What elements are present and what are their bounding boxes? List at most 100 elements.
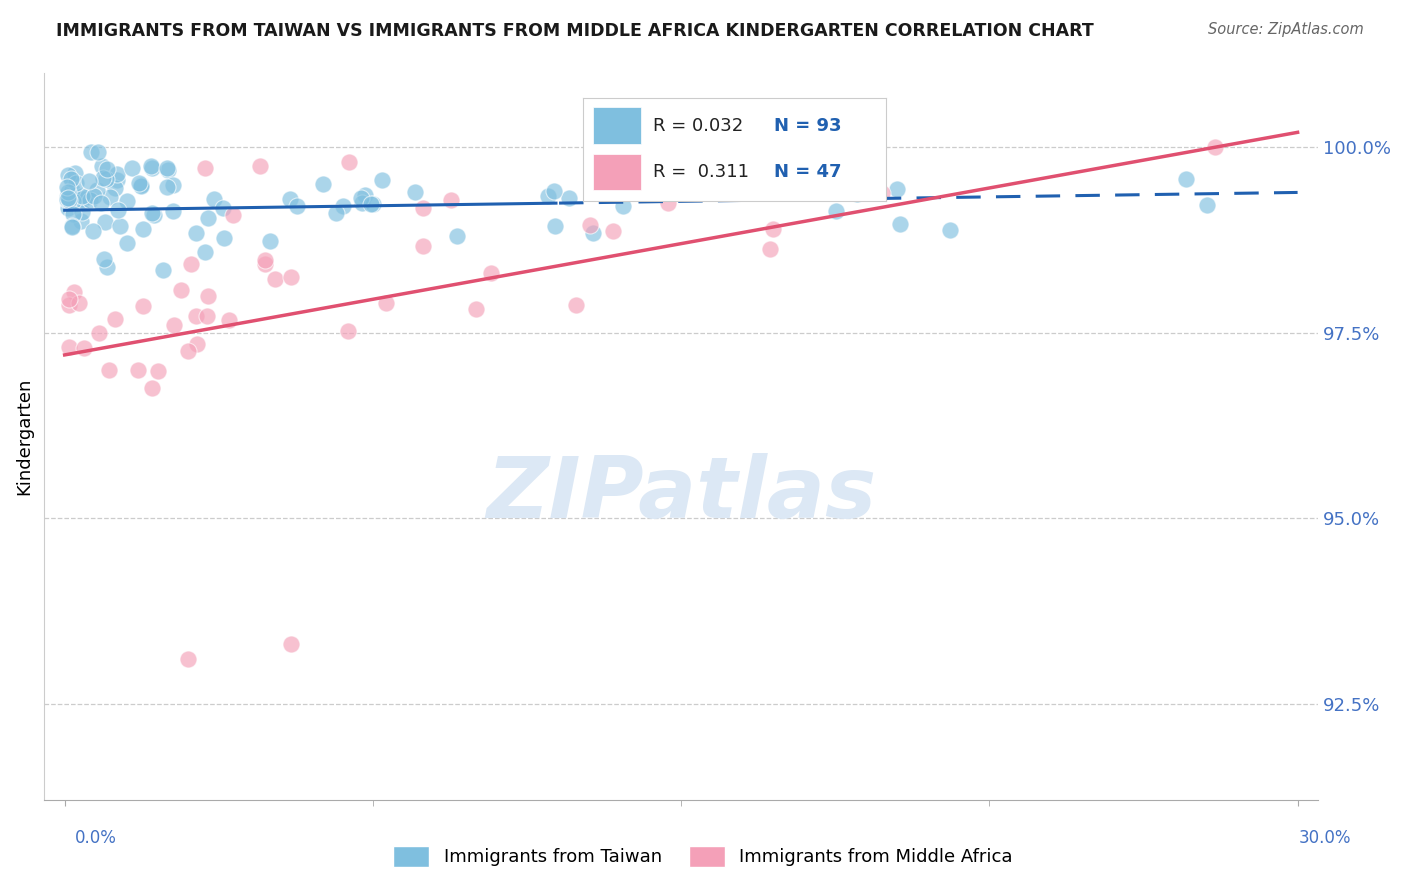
Point: [325, 206, 347, 220]
Point: [759, 243, 782, 257]
Text: R =  0.311: R = 0.311: [652, 163, 749, 181]
Point: [58, 298, 80, 312]
Point: [404, 185, 426, 199]
Y-axis label: Kindergarten: Kindergarten: [15, 378, 32, 495]
Point: [91, 159, 114, 173]
Point: [564, 298, 586, 312]
Point: [129, 178, 152, 192]
Point: [184, 226, 207, 240]
Point: [285, 199, 308, 213]
Point: [371, 173, 394, 187]
Point: [55, 190, 77, 204]
Point: [612, 199, 634, 213]
Point: [58, 292, 80, 306]
Point: [886, 182, 908, 196]
Point: [72, 341, 94, 355]
Point: [657, 196, 679, 211]
Point: [128, 176, 150, 190]
Text: N = 47: N = 47: [773, 163, 841, 181]
Point: [87, 145, 110, 160]
Point: [350, 196, 373, 211]
Point: [56, 202, 79, 216]
Point: [762, 222, 785, 236]
Point: [278, 193, 301, 207]
Point: [259, 234, 281, 248]
Point: [177, 652, 200, 666]
Text: 30.0%: 30.0%: [1298, 829, 1351, 847]
Point: [105, 167, 128, 181]
Point: [60, 220, 83, 235]
Point: [602, 224, 624, 238]
Point: [93, 171, 115, 186]
Point: [115, 235, 138, 250]
Point: [194, 161, 217, 176]
Point: [76, 190, 98, 204]
Point: [1195, 197, 1218, 211]
Point: [70, 214, 93, 228]
Point: [332, 198, 354, 212]
Point: [375, 296, 398, 310]
Point: [70, 189, 93, 203]
Point: [146, 364, 169, 378]
Point: [67, 296, 90, 310]
Point: [353, 188, 375, 202]
Point: [412, 201, 434, 215]
Point: [280, 637, 302, 651]
Point: [107, 202, 129, 217]
Point: [56, 192, 79, 206]
Point: [825, 204, 848, 219]
Point: [63, 166, 86, 180]
Point: [96, 260, 118, 274]
Point: [170, 284, 193, 298]
Point: [70, 205, 93, 219]
Point: [56, 185, 79, 199]
Point: [214, 231, 236, 245]
Point: [846, 186, 869, 201]
Point: [938, 223, 960, 237]
Point: [141, 381, 163, 395]
Point: [544, 219, 567, 233]
Point: [98, 190, 121, 204]
Point: [582, 226, 605, 240]
Point: [86, 182, 108, 196]
Point: [177, 343, 200, 358]
Point: [440, 193, 463, 207]
Point: [218, 312, 240, 326]
Point: [56, 193, 79, 207]
Point: [82, 224, 104, 238]
Point: [104, 180, 127, 194]
Point: [132, 299, 155, 313]
Point: [60, 219, 83, 233]
Point: [162, 204, 184, 219]
Point: [337, 324, 360, 338]
Point: [558, 191, 581, 205]
Point: [131, 178, 153, 193]
Point: [195, 309, 218, 323]
Point: [94, 215, 117, 229]
Point: [55, 180, 77, 194]
Point: [156, 161, 179, 175]
Point: [110, 219, 132, 234]
Point: [412, 238, 434, 252]
Point: [139, 159, 162, 173]
Point: [58, 193, 80, 207]
Point: [62, 207, 84, 221]
Text: ZIPatlas: ZIPatlas: [486, 453, 876, 536]
Point: [186, 309, 208, 323]
Point: [481, 266, 503, 280]
Text: Source: ZipAtlas.com: Source: ZipAtlas.com: [1208, 22, 1364, 37]
Point: [80, 145, 103, 160]
Point: [163, 318, 186, 332]
Point: [104, 311, 127, 326]
Point: [194, 245, 217, 260]
Point: [254, 257, 277, 271]
Point: [58, 340, 80, 354]
Point: [361, 197, 384, 211]
Point: [312, 178, 335, 192]
Point: [89, 326, 111, 341]
Point: [65, 176, 87, 190]
Point: [464, 302, 486, 317]
Point: [59, 172, 82, 186]
Point: [141, 205, 163, 219]
Point: [202, 192, 225, 206]
